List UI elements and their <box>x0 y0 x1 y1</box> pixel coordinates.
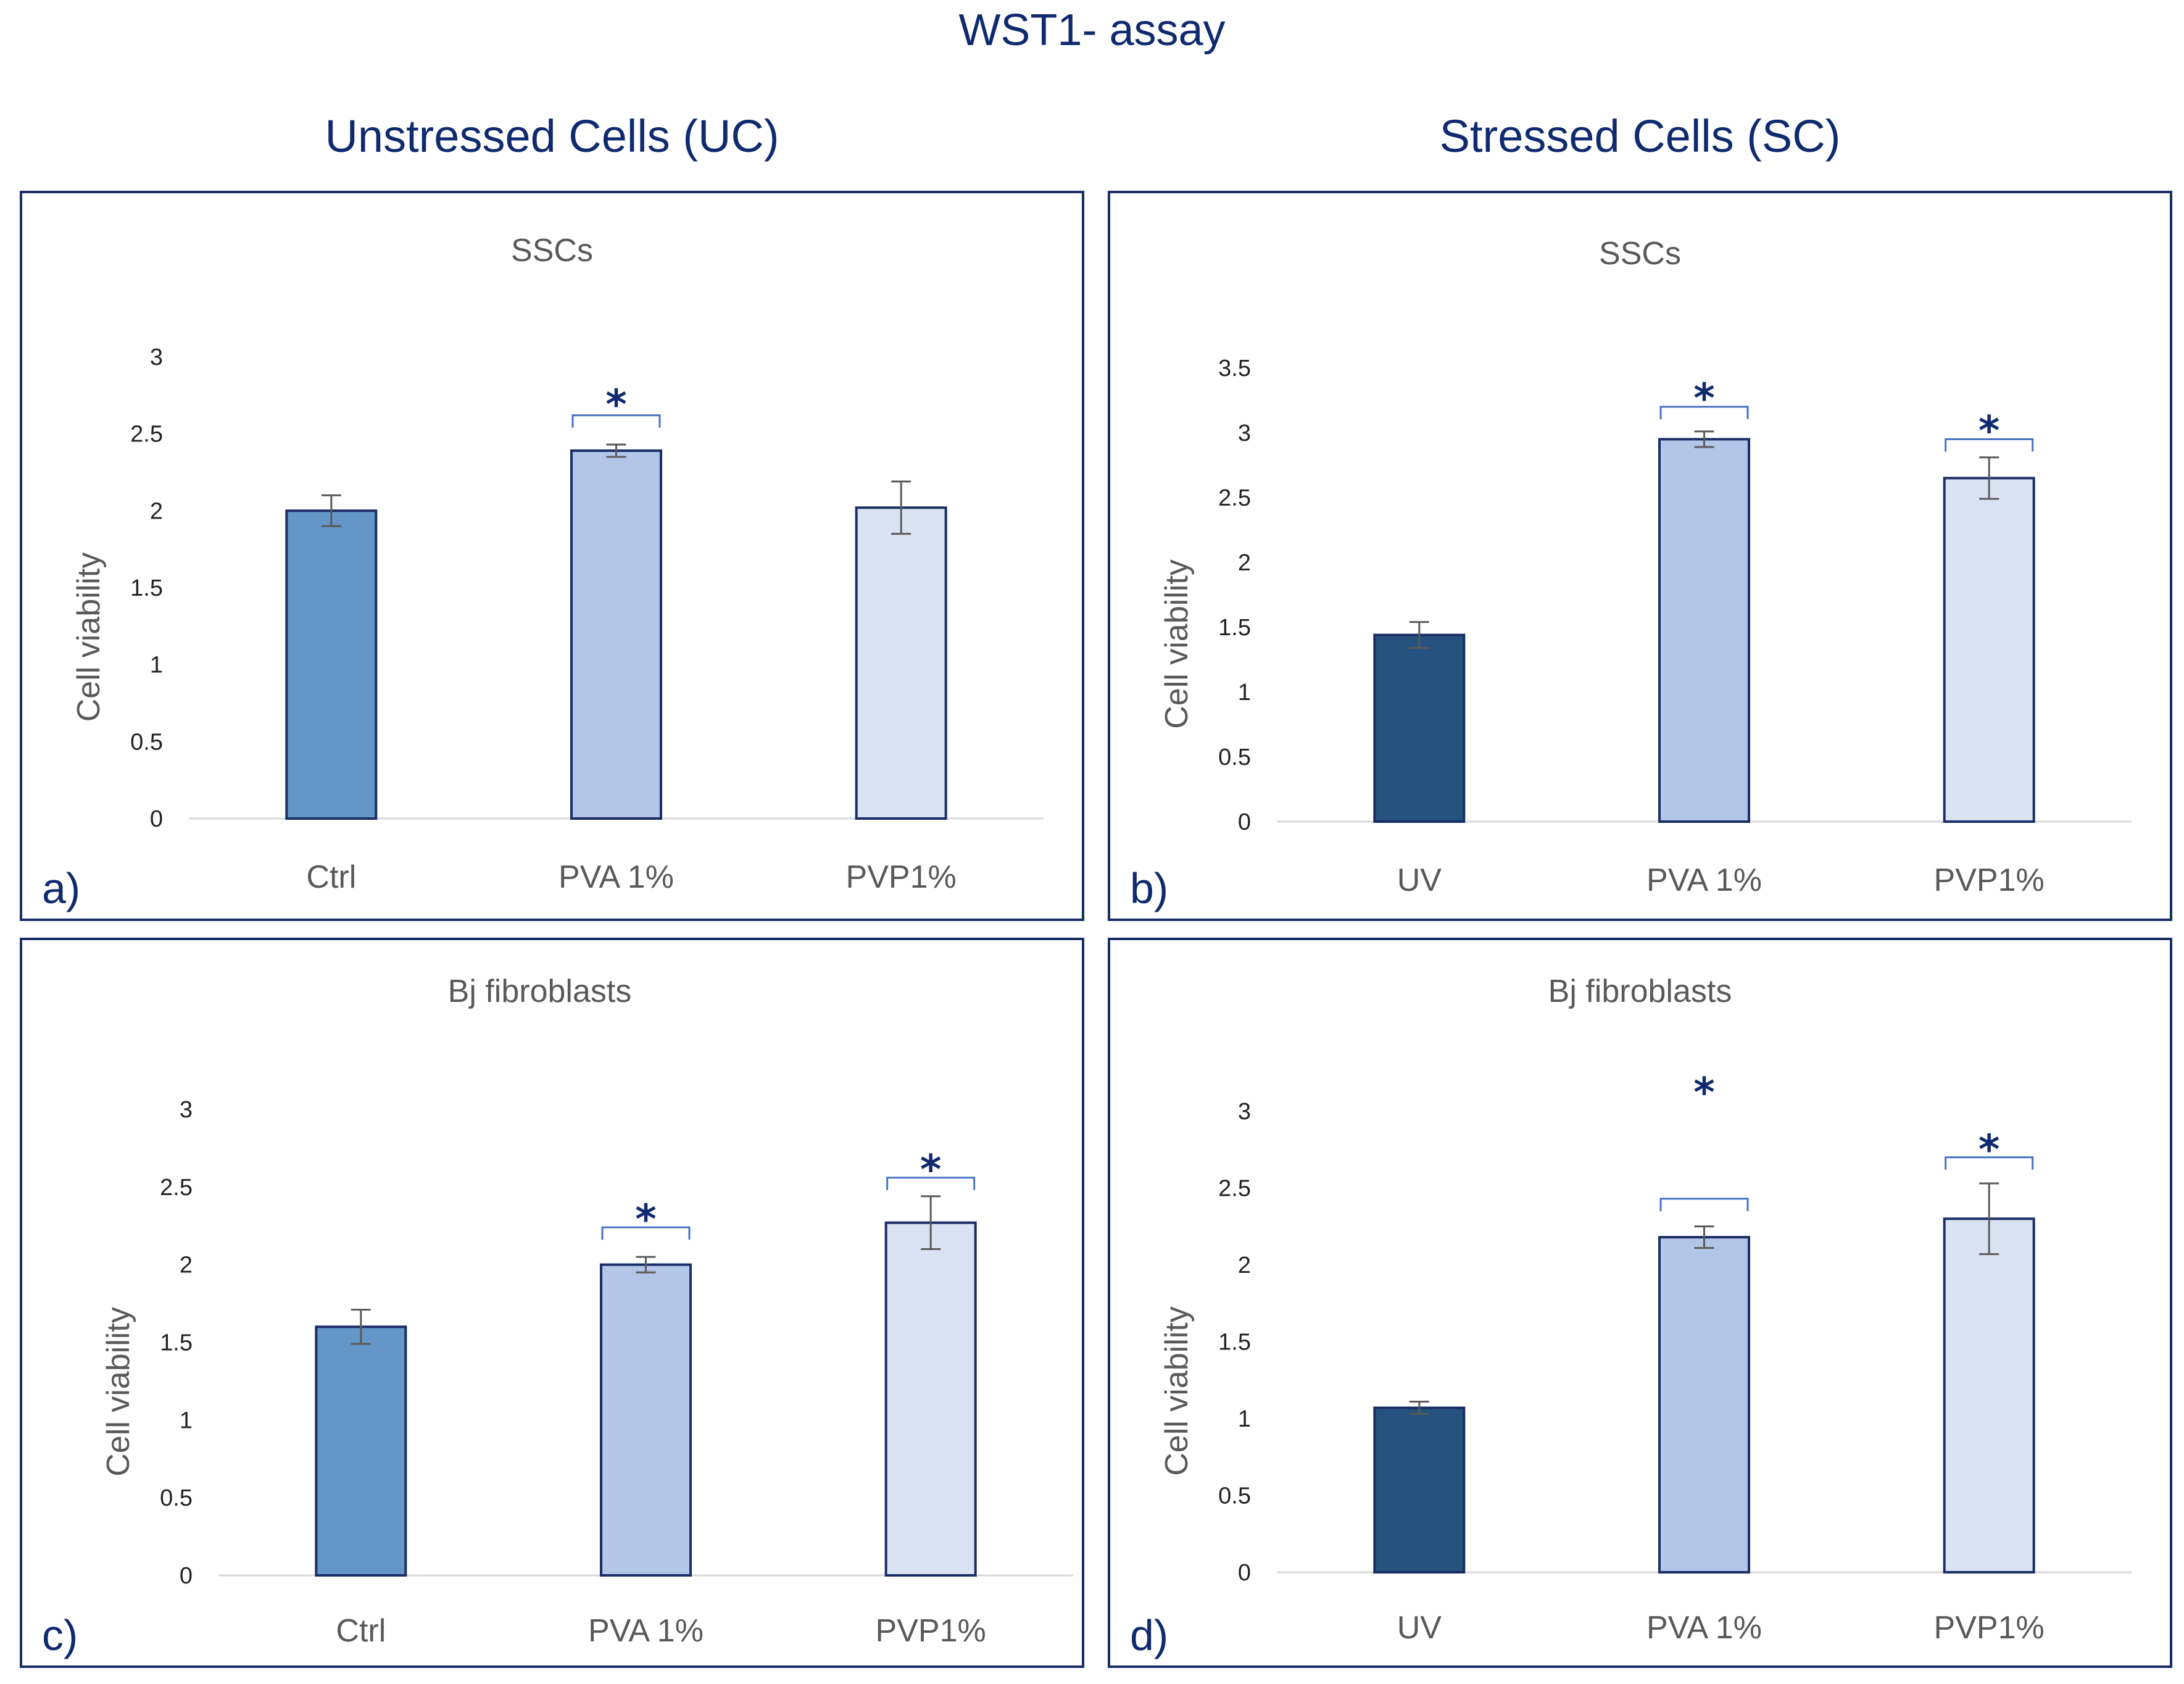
significance-bracket <box>601 1226 691 1240</box>
x-tick-label: PVA 1% <box>1646 862 1762 898</box>
significance-star: * <box>1978 1126 2000 1173</box>
x-tick-label: PVP1% <box>846 859 957 895</box>
y-tick-label: 3 <box>1238 420 1251 446</box>
significance-bracket <box>1945 1156 2034 1170</box>
x-tick-label: Ctrl <box>306 859 356 895</box>
y-axis-label: Cell viability <box>1159 1306 1195 1476</box>
panel-letter: a) <box>42 864 80 912</box>
unstressed-column-heading: Unstressed Cells (UC) <box>325 110 779 162</box>
chart-title: SSCs <box>1599 236 1681 272</box>
y-tick-label: 2.5 <box>130 422 163 448</box>
y-tick-label: 2 <box>1238 550 1251 576</box>
y-tick-label: 1.5 <box>130 575 163 601</box>
y-tick-label: 1 <box>180 1407 193 1433</box>
significance-star: * <box>920 1146 942 1194</box>
figure-title: WST1- assay <box>958 6 1226 55</box>
y-tick-label: 0.5 <box>130 729 163 755</box>
panel-letter: c) <box>42 1611 78 1659</box>
y-tick-label: 0.5 <box>1218 1483 1251 1509</box>
x-tick-label: PVP1% <box>1934 862 2045 898</box>
y-tick-label: 0 <box>180 1563 193 1589</box>
chart-a: SSCs Cell viability 0 0.5 1 1.5 2 2.5 3 Ctrl PVA 1… <box>42 233 1044 912</box>
bar-pva-1- <box>1658 1236 1750 1574</box>
bar-pvp1- <box>1943 477 2035 823</box>
x-tick-label: PVP1% <box>1934 1610 2045 1646</box>
significance-star: * <box>1693 1069 1715 1117</box>
y-axis-label: Cell viability <box>1159 559 1195 729</box>
y-tick-label: 1.5 <box>1218 1330 1251 1356</box>
panel-b-ssc-stressed: SSCs Cell viability 0 0.5 1 1.5 2 2.5 3 3.5 UV PVA … <box>1108 191 2172 921</box>
y-tick-label: 2.5 <box>1218 1176 1251 1202</box>
y-tick-label: 3 <box>150 344 163 370</box>
y-tick-label: 2.5 <box>1218 485 1251 511</box>
significance-star: * <box>1693 375 1715 422</box>
y-tick-label: 1.5 <box>160 1330 193 1356</box>
stressed-column-heading: Stressed Cells (SC) <box>1439 110 1841 162</box>
x-tick-label: PVA 1% <box>588 1613 704 1649</box>
y-tick-label: 0 <box>1238 809 1251 835</box>
y-tick-label: 3 <box>1238 1099 1251 1125</box>
chart-c: Bj fibroblasts Cell viability 0 0.5 1 1.5 2 2.5… <box>42 973 1073 1659</box>
significance-star: * <box>635 1196 657 1243</box>
bar-pva-1- <box>600 1263 692 1577</box>
y-tick-label: 2 <box>180 1253 193 1278</box>
x-tick-label: PVA 1% <box>558 859 674 895</box>
panel-a-ssc-unstressed: SSCs Cell viability 0 0.5 1 1.5 2 2.5 3 Ctrl PVA 1… <box>20 191 1084 921</box>
y-tick-label: 2.5 <box>160 1175 193 1201</box>
chart-title: Bj fibroblasts <box>448 973 632 1009</box>
chart-b: SSCs Cell viability 0 0.5 1 1.5 2 2.5 3 3.5 UV PVA … <box>1130 236 2132 912</box>
bar-pvp1- <box>884 1221 977 1577</box>
y-tick-label: 3.5 <box>1218 356 1251 381</box>
bar-pva-1- <box>1658 438 1750 823</box>
y-tick-label: 1 <box>1238 1406 1251 1432</box>
panel-letter: b) <box>1130 864 1168 912</box>
bar-pvp1- <box>1943 1217 2035 1574</box>
x-tick-label: Ctrl <box>336 1613 386 1649</box>
bar-ctrl <box>315 1325 407 1577</box>
significance-star: * <box>605 381 627 428</box>
y-tick-label: 1 <box>1238 680 1251 706</box>
significance-bracket <box>1659 1198 1749 1211</box>
y-tick-label: 3 <box>180 1097 193 1123</box>
y-tick-label: 1.5 <box>1218 615 1251 641</box>
significance-bracket <box>1659 406 1749 419</box>
y-axis-label: Cell viability <box>71 552 107 722</box>
chart-title: Bj fibroblasts <box>1548 973 1732 1009</box>
significance-bracket <box>571 414 661 428</box>
bar-pvp1- <box>855 506 947 820</box>
significance-bracket <box>886 1177 976 1190</box>
y-axis-label: Cell viability <box>101 1307 136 1477</box>
bar-uv <box>1373 1406 1466 1574</box>
bar-uv <box>1373 633 1466 823</box>
panel-c-bj-unstressed: Bj fibroblasts Cell viability 0 0.5 1 1.5 2 2.5… <box>20 938 1084 1668</box>
y-tick-label: 1 <box>150 652 163 678</box>
x-tick-label: PVA 1% <box>1646 1610 1762 1646</box>
significance-bracket <box>1945 438 2034 452</box>
bar-pva-1- <box>570 449 662 820</box>
panel-letter: d) <box>1130 1611 1168 1659</box>
x-tick-label: UV <box>1397 862 1442 898</box>
x-tick-label: UV <box>1397 1610 1442 1646</box>
chart-title: SSCs <box>511 233 593 269</box>
y-tick-label: 2 <box>150 498 163 524</box>
significance-star: * <box>1978 407 2000 455</box>
chart-d: Bj fibroblasts Cell viability 0 0.5 1 1.5 2 2.5… <box>1130 973 2132 1659</box>
y-tick-label: 0.5 <box>1218 744 1251 770</box>
x-tick-label: PVP1% <box>876 1613 986 1649</box>
y-tick-label: 0.5 <box>160 1485 193 1511</box>
y-tick-label: 2 <box>1238 1253 1251 1278</box>
y-tick-label: 0 <box>150 806 163 832</box>
bar-ctrl <box>285 509 378 820</box>
y-tick-label: 0 <box>1238 1560 1251 1586</box>
panel-d-bj-stressed: Bj fibroblasts Cell viability 0 0.5 1 1.5 2 2.5… <box>1108 938 2172 1668</box>
